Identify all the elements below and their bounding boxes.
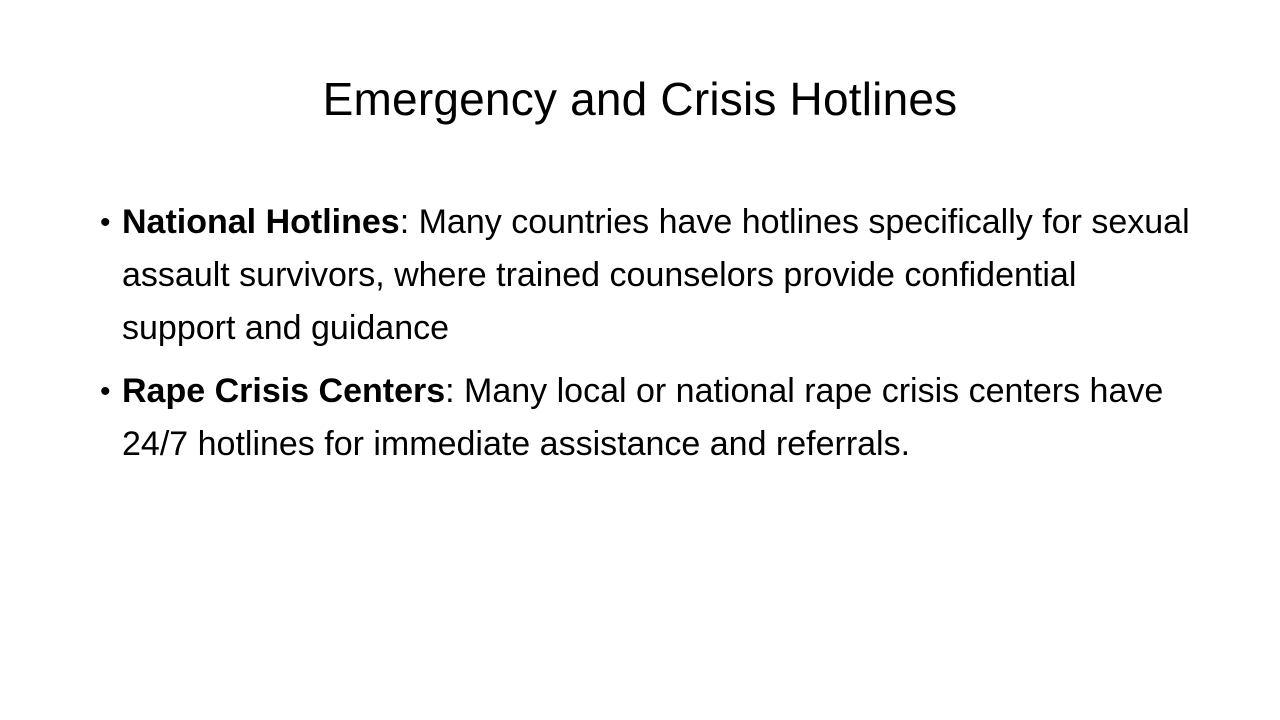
bullet-term: Rape Crisis Centers [122, 372, 446, 410]
bullet-text: Many countries have hotlines specificall… [122, 203, 1190, 347]
bullet-icon: • [100, 375, 111, 408]
bullet-list: • National Hotlines: Many countries have… [100, 196, 1190, 481]
bullet-separator: : [445, 372, 455, 410]
bullet-item-rape-crisis-centers: • Rape Crisis Centers: Many local or nat… [100, 365, 1190, 471]
bullet-term: National Hotlines [122, 203, 400, 241]
bullet-item-national-hotlines: • National Hotlines: Many countries have… [100, 196, 1190, 355]
bullet-separator: : [399, 203, 410, 241]
bullet-text: Many local or national rape crisis cente… [122, 372, 1164, 463]
bullet-icon: • [100, 206, 111, 239]
slide-title: Emergency and Crisis Hotlines [322, 73, 958, 125]
